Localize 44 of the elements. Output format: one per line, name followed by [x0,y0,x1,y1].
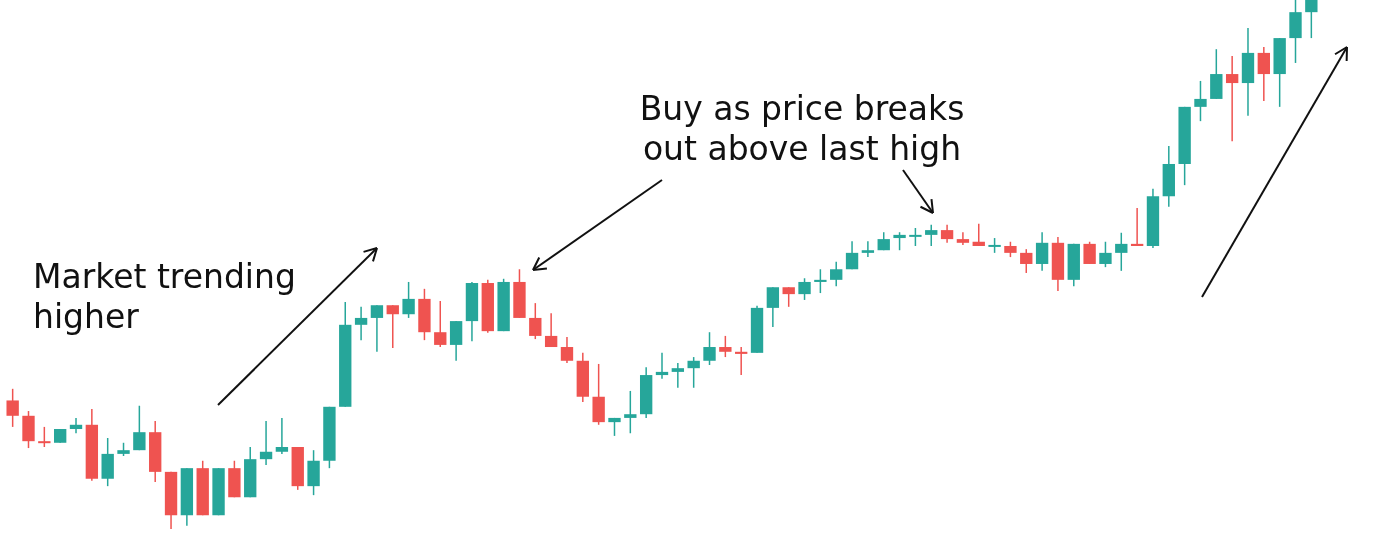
candlestick [133,404,146,451]
candlestick [1305,0,1318,39]
candlestick [370,304,384,353]
candlestick [1115,232,1128,272]
candlestick [38,426,51,448]
candlestick [1083,241,1096,265]
candlestick [259,420,273,466]
candlestick [275,417,289,455]
candlestick [925,224,938,247]
candlestick [1099,241,1112,268]
candlestick [956,231,970,246]
candlestick [861,240,875,258]
candlestick [6,388,19,428]
candlestick [719,335,732,358]
candlestick [830,261,843,287]
annotation: Market trending higher [33,257,296,336]
candlestick [845,240,859,271]
candlestick [1257,46,1270,102]
candlestick [1225,55,1239,142]
candlestick [624,390,637,434]
candlestick [782,286,795,308]
candlestick [655,352,669,380]
candlestick [766,286,780,328]
candlestick [544,312,558,348]
candlestick [1130,207,1144,247]
annotation: Buy as price breaks out above last high [639,89,965,168]
candlestick [671,362,685,389]
candlestick [687,356,700,389]
candlestick [1020,248,1033,274]
candlestick [1194,80,1207,122]
candlestick [735,346,748,376]
candlestick [386,304,399,349]
candlestick [449,320,463,362]
candlestick [434,300,447,348]
candlestick [703,331,716,366]
candlestick [354,306,368,341]
candlestick [814,268,827,294]
candlestick [560,336,574,364]
candlestick [529,302,542,340]
candlestick [402,281,415,319]
candlestick [1035,231,1049,272]
candlestick [798,277,811,301]
candlestick [69,417,83,434]
candlestick [972,223,985,247]
